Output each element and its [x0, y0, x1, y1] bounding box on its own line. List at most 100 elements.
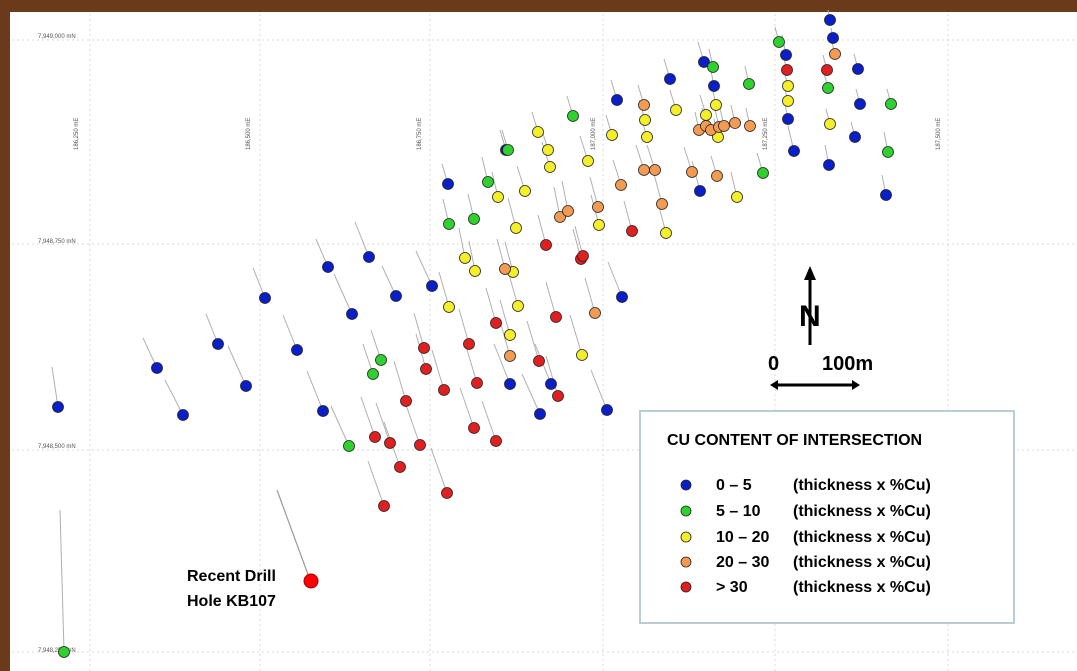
drill-hole-collar [649, 164, 661, 176]
drill-hole-collar [375, 354, 387, 366]
drill-hole-collar [670, 104, 682, 116]
drill-hole-collar [729, 117, 741, 129]
drill-hole-trace [521, 373, 541, 415]
northing-label: 7,949,000 mN [38, 34, 76, 40]
drill-hole-trace [485, 287, 497, 324]
drill-hole-trace [333, 273, 353, 315]
drill-hole-trace [481, 400, 497, 442]
drill-hole-collar [443, 218, 455, 230]
drill-hole-trace [590, 369, 608, 411]
legend-swatch-icon [680, 581, 692, 593]
callout-line-2: Hole KB107 [187, 593, 276, 610]
drill-hole-collar [400, 395, 412, 407]
frame-left [0, 0, 10, 671]
drill-hole-trace [545, 355, 559, 397]
easting-label: 187,250 mE [763, 118, 769, 150]
drill-hole-trace [282, 314, 298, 351]
drill-hole-collar [582, 155, 594, 167]
legend-range: > 30 [716, 579, 748, 596]
drill-hole-collar [708, 80, 720, 92]
recent-drill-hole-callout: Recent Drill Hole KB107 [187, 489, 319, 610]
drill-hole-collar [686, 166, 698, 178]
drill-hole-collar [638, 164, 650, 176]
drill-hole-collar [459, 252, 471, 264]
drill-hole-collar [369, 431, 381, 443]
drill-hole-collar [317, 405, 329, 417]
drill-hole-collar [367, 368, 379, 380]
legend-swatch-icon [680, 505, 692, 517]
scale-end-label: 100m [822, 353, 873, 375]
drill-hole-collar [743, 78, 755, 90]
drill-hole-collar [885, 98, 897, 110]
drill-hole-collar [442, 178, 454, 190]
legend-item: 0 – 5 (thickness x %Cu) [680, 477, 931, 494]
drill-hole-collar [552, 390, 564, 402]
drill-hole-collar [544, 161, 556, 173]
drill-hole-collar [418, 342, 430, 354]
drill-hole-collar [499, 263, 511, 275]
drill-hole-collar [577, 250, 589, 262]
legend-item: 10 – 20 (thickness x %Cu) [680, 529, 931, 546]
legend-swatch-icon [680, 556, 692, 568]
drill-hole-trace [413, 312, 425, 349]
drill-hole-collar [827, 32, 839, 44]
drill-hole-trace [405, 404, 421, 446]
drill-hole-collar [731, 191, 743, 203]
drill-hole-collar [639, 114, 651, 126]
drill-hole-collar [616, 291, 628, 303]
drill-hole-collar [852, 63, 864, 75]
drill-hole-collar [700, 109, 712, 121]
drill-hole-collar [589, 307, 601, 319]
drill-hole-collar [698, 56, 710, 68]
drill-hole-collar [542, 144, 554, 156]
easting-label: 186,750 mE [417, 118, 423, 150]
drill-hole-collar [550, 311, 562, 323]
drill-hole-collar [490, 317, 502, 329]
drill-hole-collar [821, 64, 833, 76]
legend-item: > 30 (thickness x %Cu) [680, 579, 931, 596]
drill-hole-collar [468, 422, 480, 434]
easting-label: 186,500 mE [246, 118, 252, 150]
drill-hole-trace [330, 405, 350, 447]
legend: CU CONTENT OF INTERSECTION 0 – 5 (thickn… [639, 410, 1015, 624]
legend-range: 5 – 10 [716, 503, 761, 520]
drill-hole-trace [164, 379, 184, 416]
drill-hole-collar [782, 80, 794, 92]
drill-hole-collar [782, 95, 794, 107]
drill-hole-collar [532, 126, 544, 138]
legend-range: 10 – 20 [716, 529, 769, 546]
drill-hole-collar [533, 355, 545, 367]
drill-hole-trace [375, 402, 391, 444]
scale-start-label: 0 [768, 353, 779, 375]
drill-hole-collar [638, 99, 650, 111]
legend-swatch-icon [680, 531, 692, 543]
drill-hole-collar [490, 435, 502, 447]
drill-hole-collar [611, 94, 623, 106]
legend-description: (thickness x %Cu) [793, 529, 931, 546]
drill-hole-collar [151, 362, 163, 374]
easting-label: 187,500 mE [936, 118, 942, 150]
drill-hole-collar [592, 201, 604, 213]
legend-description: (thickness x %Cu) [793, 503, 931, 520]
drill-hole-collar [463, 338, 475, 350]
legend-description: (thickness x %Cu) [793, 579, 931, 596]
drill-hole-collar [259, 292, 271, 304]
drill-hole-collar [240, 380, 252, 392]
drill-hole-trace [431, 349, 445, 391]
drill-hole-collar [504, 329, 516, 341]
easting-label: 186,250 mE [74, 118, 80, 150]
north-arrow-icon: N [799, 266, 821, 345]
drill-hole-collar [394, 461, 406, 473]
drill-hole-collar [441, 487, 453, 499]
drill-hole-collar [52, 401, 64, 413]
drill-hole-collar [492, 191, 504, 203]
drill-hole-trace [415, 250, 433, 287]
drill-hole-collar [664, 73, 676, 85]
legend-swatch-icon [680, 479, 692, 491]
drill-hole-trace [227, 345, 247, 387]
drill-hole-collar [780, 49, 792, 61]
drill-hole-collar [576, 349, 588, 361]
drill-hole-trace [430, 447, 448, 494]
drill-hole-collar [773, 36, 785, 48]
drill-hole-collar [694, 185, 706, 197]
